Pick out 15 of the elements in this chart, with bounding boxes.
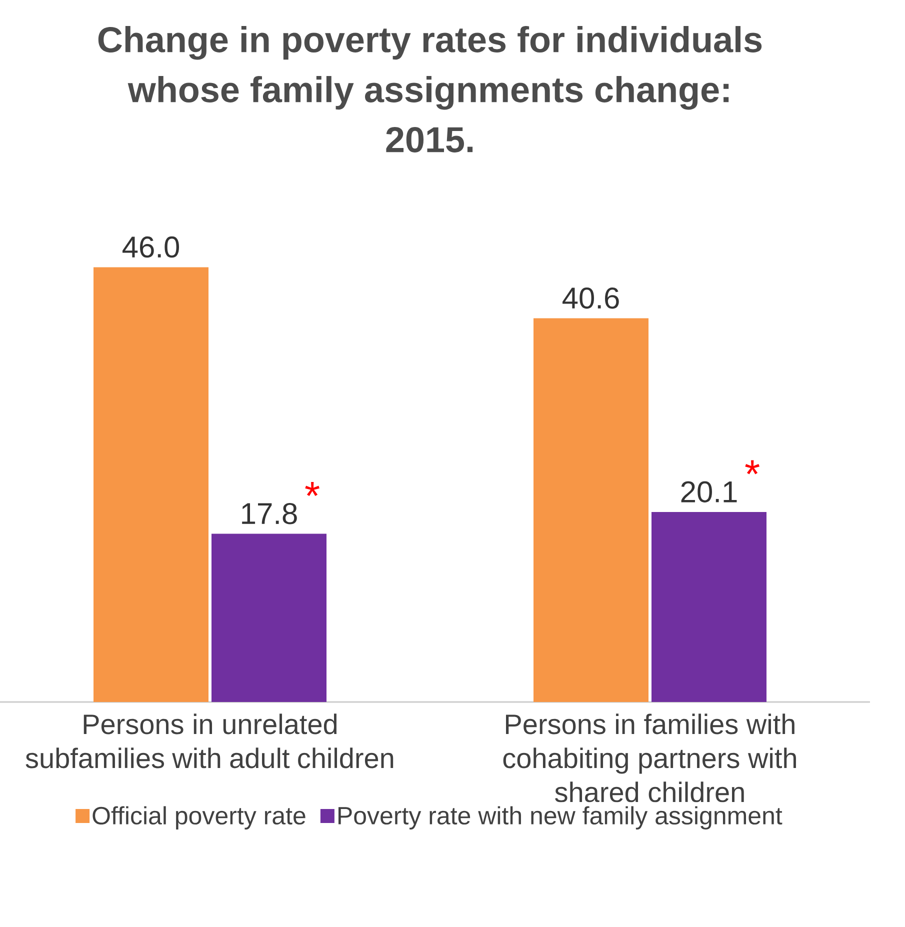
data-label: 17.8	[242, 502, 297, 524]
bar	[211, 534, 326, 702]
annotation: *	[305, 482, 320, 496]
legend-label: Official poverty rate	[92, 806, 306, 830]
annotation: *	[745, 460, 760, 474]
x-tick-label: Persons in unrelated subfamilies with adult children	[26, 714, 394, 768]
bar	[94, 267, 208, 702]
data-label: 40.6	[562, 287, 619, 309]
chart-title: Change in poverty rates for individuals whose family assignments change: 2015.	[98, 26, 762, 152]
data-label: 46.0	[122, 236, 180, 258]
legend-label: Poverty rate with new family assignment	[338, 806, 782, 830]
x-tick-label: Persons in families with cohabiting partners with shared children	[503, 714, 796, 802]
bar	[533, 318, 648, 702]
data-label: 20.1	[681, 481, 737, 502]
bar	[651, 512, 766, 702]
